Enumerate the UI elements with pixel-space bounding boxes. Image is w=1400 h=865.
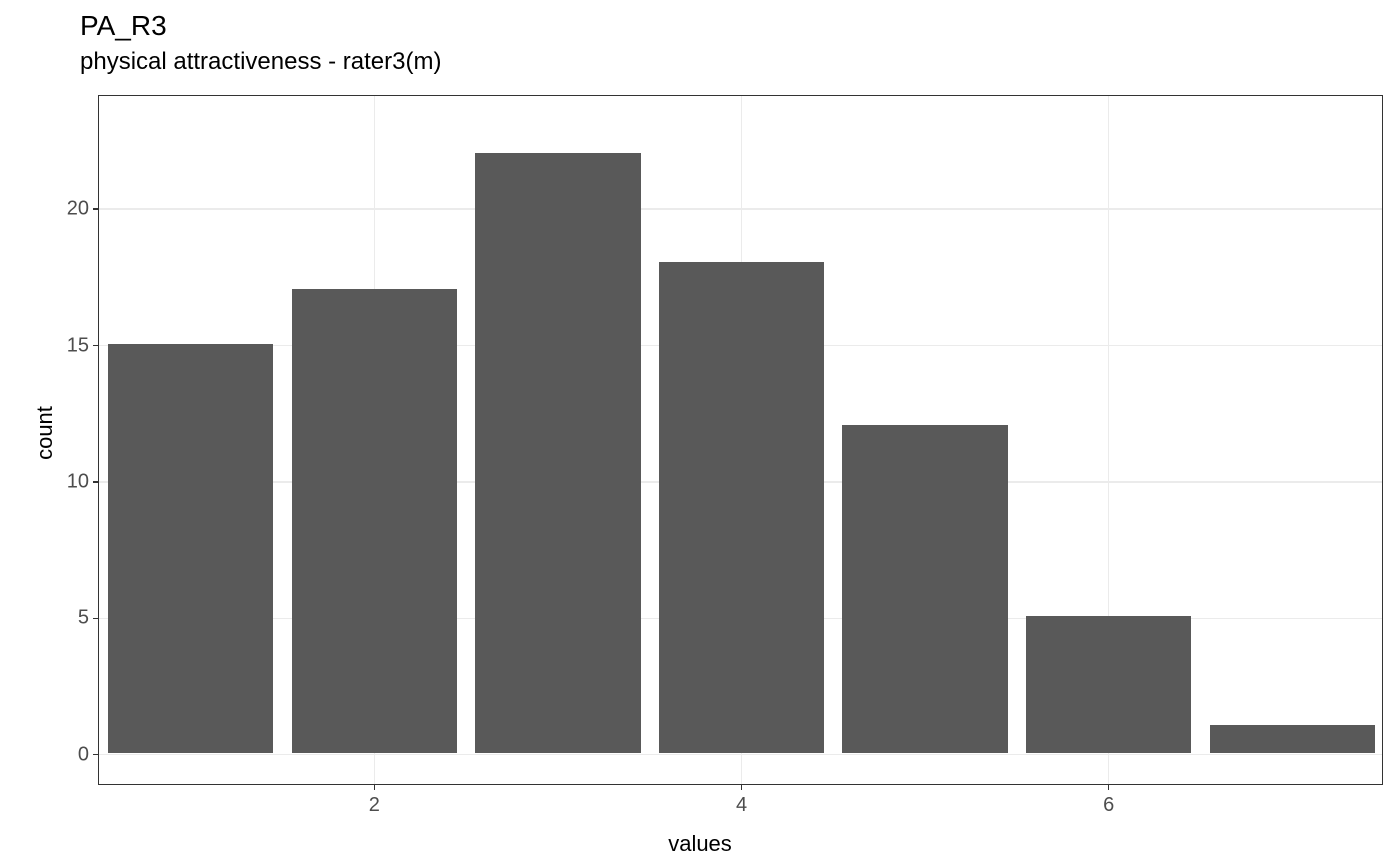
histogram-bar [1026,616,1191,752]
y-tick-label: 5 [49,607,89,630]
chart-container: PA_R3 physical attractiveness - rater3(m… [0,0,1400,865]
histogram-bar [1210,725,1375,752]
y-axis-label: count [32,406,58,460]
histogram-bar [292,289,457,753]
x-tick-mark [1108,784,1110,790]
chart-title: PA_R3 [80,10,167,42]
y-tick-label: 20 [49,198,89,221]
x-tick-label: 2 [369,794,380,817]
histogram-bar [108,344,273,753]
histogram-bar [659,262,824,753]
x-tick-label: 4 [736,794,747,817]
y-tick-mark [93,208,99,210]
y-tick-mark [93,618,99,620]
y-tick-label: 10 [49,470,89,493]
histogram-bar [475,153,640,753]
y-tick-label: 0 [49,743,89,766]
grid-line-horizontal [99,208,1382,210]
grid-line-horizontal [99,754,1382,756]
chart-subtitle: physical attractiveness - rater3(m) [80,48,441,76]
histogram-bar [842,425,1007,752]
x-tick-mark [374,784,376,790]
x-axis-label: values [0,831,1400,857]
plot-area: 05101520246 [98,95,1383,785]
x-tick-label: 6 [1103,794,1114,817]
y-tick-label: 15 [49,334,89,357]
x-tick-mark [741,784,743,790]
y-tick-mark [93,481,99,483]
y-tick-mark [93,345,99,347]
y-tick-mark [93,754,99,756]
